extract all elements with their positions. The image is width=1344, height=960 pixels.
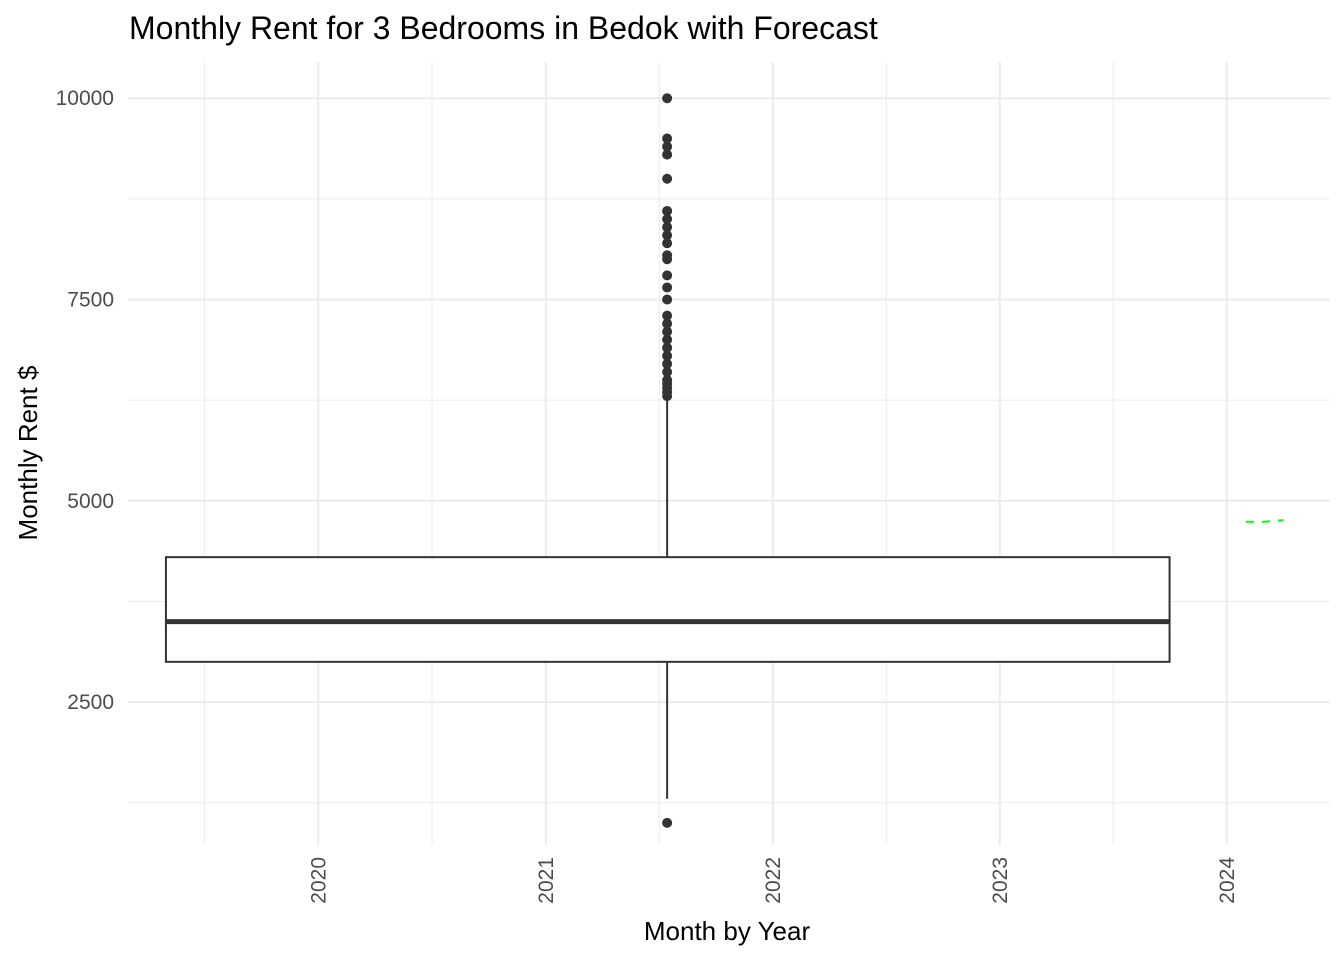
box-plot [164, 93, 1171, 828]
outlier-point [662, 173, 673, 184]
outlier-point [662, 358, 673, 369]
y-tick-label: 2500 [67, 691, 114, 714]
outlier-point [662, 222, 673, 233]
outlier-point [662, 238, 673, 249]
x-tick-label: 2024 [1216, 857, 1239, 904]
x-tick-label: 2022 [762, 857, 785, 904]
outlier-point [662, 230, 673, 241]
outlier-point [662, 366, 673, 377]
outlier-point [662, 342, 673, 353]
forecast-series [1246, 519, 1284, 523]
outlier-point [662, 294, 673, 305]
outlier-point [662, 326, 673, 337]
tick-labels: 2500 5000 7500 10000 2020 2021 2022 2023 2024 [56, 87, 1239, 903]
y-tick-label: 5000 [67, 490, 114, 513]
forecast-line [1246, 519, 1284, 523]
grid-lines [128, 62, 1330, 845]
outlier-point [662, 310, 673, 321]
x-tick-label: 2023 [989, 857, 1012, 904]
outlier-point [662, 817, 673, 828]
chart-title: Monthly Rent for 3 Bedrooms in Bedok wit… [129, 10, 878, 46]
outlier-point [662, 149, 673, 160]
outlier-point [662, 375, 673, 386]
outlier-point [662, 282, 673, 293]
outlier-point [662, 350, 673, 361]
box-iqr [164, 556, 1171, 663]
outlier-point [662, 250, 673, 261]
y-axis-title: Monthly Rent $ [13, 365, 43, 540]
x-tick-label: 2020 [307, 857, 330, 904]
outlier-point [662, 93, 673, 104]
outlier-point [662, 270, 673, 281]
y-tick-label: 10000 [56, 87, 114, 110]
x-tick-label: 2021 [535, 857, 558, 904]
outlier-point [662, 141, 673, 152]
outlier-point [662, 318, 673, 329]
outlier-point [662, 133, 673, 144]
x-axis-title: Month by Year [644, 916, 811, 946]
y-tick-label: 7500 [67, 289, 114, 312]
outlier-point [662, 214, 673, 225]
outlier-point [662, 205, 673, 216]
outlier-point [662, 334, 673, 345]
